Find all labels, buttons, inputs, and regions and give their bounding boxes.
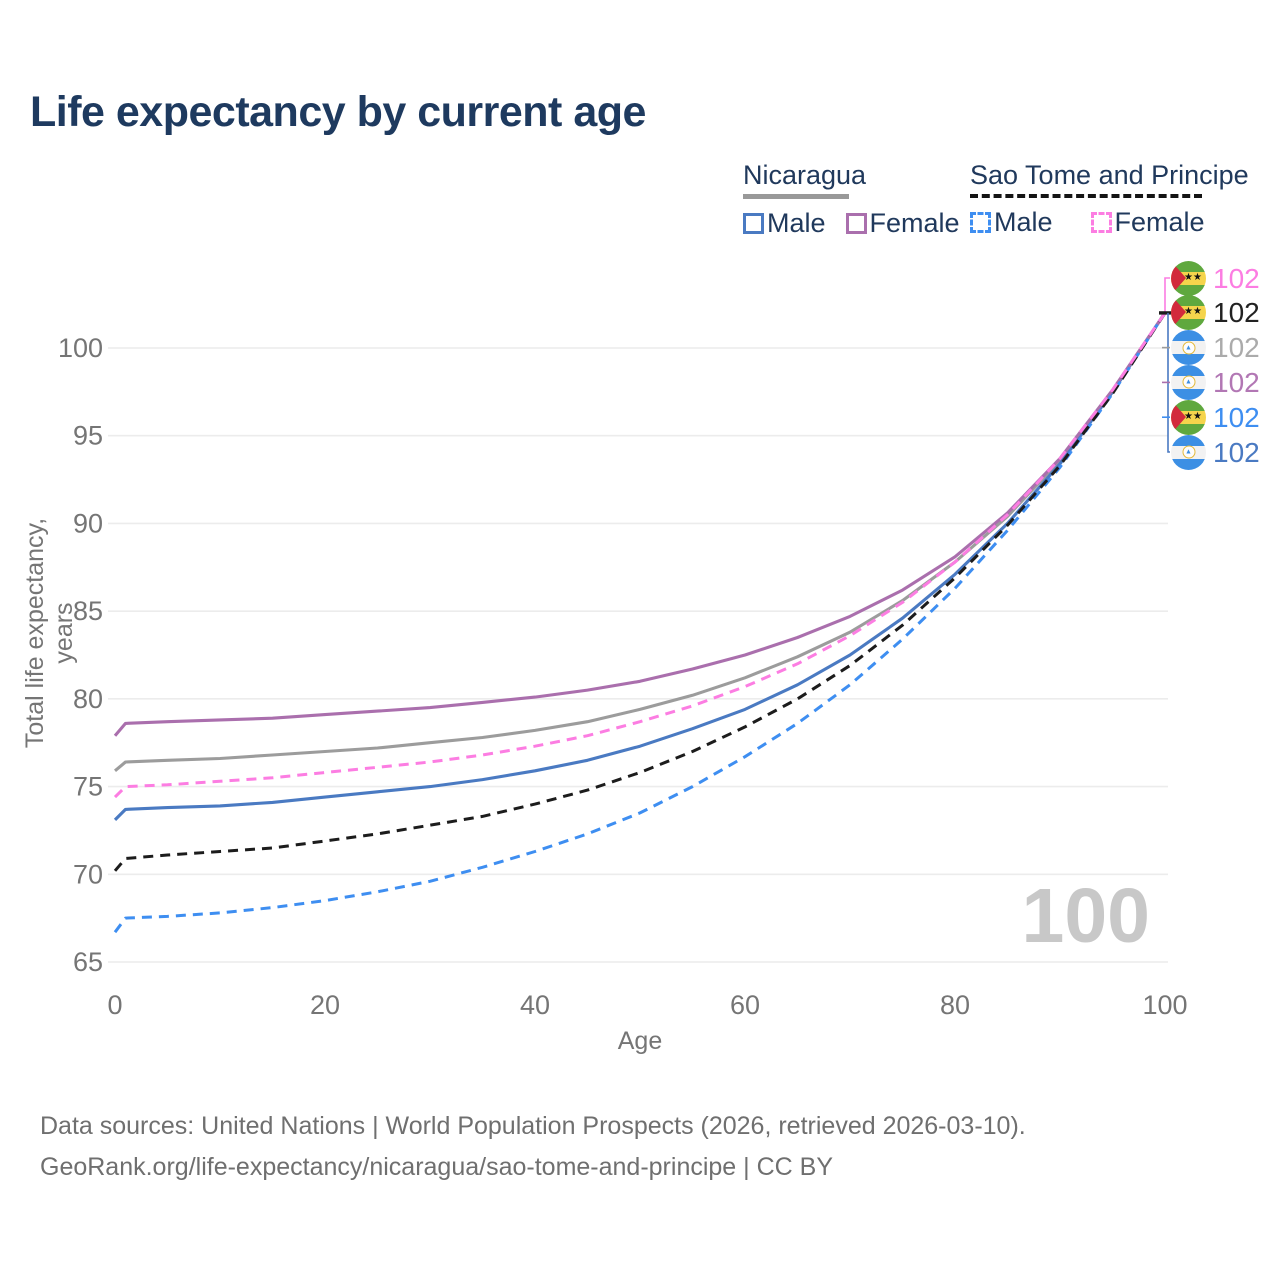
y-tick-label: 85: [73, 596, 103, 626]
x-tick-label: 40: [520, 990, 550, 1020]
y-tick-label: 70: [73, 859, 103, 889]
end-value-st-total: 102: [1213, 297, 1260, 329]
end-value-ni-male: 102: [1213, 436, 1260, 468]
x-tick-label: 0: [107, 990, 122, 1020]
leader-line: [1167, 312, 1170, 453]
legend-header-nicaragua: Nicaragua: [743, 160, 867, 190]
series-line-ni-female: [113, 312, 1167, 737]
legend-label: Male: [994, 207, 1053, 237]
series-line-st-total: [113, 312, 1167, 872]
end-value-st-male: 102: [1213, 401, 1260, 433]
nicaragua-flag-icon: [1171, 434, 1206, 470]
legend-item-nicaragua-male[interactable]: Male: [743, 208, 826, 239]
page-title: Life expectancy by current age: [30, 88, 646, 136]
x-tick-label: 80: [940, 990, 970, 1020]
x-tick-label: 60: [730, 990, 760, 1020]
x-tick-label: 100: [1142, 990, 1187, 1020]
end-value-st-female: 102: [1213, 262, 1260, 294]
sao-tome-female-swatch: [1090, 212, 1112, 233]
nicaragua-flag-icon: [1171, 330, 1206, 366]
series-line-st-female: [113, 312, 1167, 799]
legend-item-sao-tome-female[interactable]: Female: [1090, 207, 1205, 238]
footer: Data sources: United Nations | World Pop…: [40, 1106, 1026, 1188]
sao-tome-flag-icon: [1171, 260, 1206, 296]
y-tick-label: 95: [73, 421, 103, 451]
attribution-line: GeoRank.org/life-expectancy/nicaragua/sa…: [40, 1153, 833, 1181]
series-line-ni-total: [114, 312, 1167, 772]
series-line-st-male: [113, 312, 1167, 934]
y-tick-label: 75: [73, 772, 103, 802]
sao-tome-underline-swatch: [970, 194, 1202, 198]
legend-item-sao-tome-male[interactable]: Male: [970, 207, 1053, 238]
sao-tome-flag-icon: [1171, 295, 1206, 331]
nicaragua-flag-icon: [1171, 364, 1206, 400]
leader-line: [1164, 277, 1170, 313]
series-line-ni-male: [113, 312, 1167, 821]
legend-label: Female: [869, 208, 960, 238]
end-value-ni-total: 102: [1213, 332, 1260, 364]
sao-tome-flag-icon: [1171, 399, 1206, 435]
y-tick-label: 100: [58, 333, 103, 363]
legend-label: Male: [767, 208, 826, 238]
nicaragua-female-swatch: [845, 213, 867, 234]
end-value-ni-female: 102: [1213, 366, 1260, 398]
legend-item-nicaragua-female[interactable]: Female: [845, 208, 960, 239]
legend-label: Female: [1114, 207, 1205, 237]
y-tick-label: 65: [73, 947, 103, 977]
sao-tome-male-swatch: [970, 212, 991, 233]
x-axis-title: Age: [617, 1027, 663, 1055]
nicaragua-male-swatch: [743, 213, 764, 234]
data-sources-line: Data sources: United Nations | World Pop…: [40, 1112, 1026, 1140]
age-frame-watermark: 100: [1021, 873, 1150, 959]
x-tick-label: 20: [310, 990, 340, 1020]
legend-header-sao-tome: Sao Tome and Principe: [970, 160, 1249, 190]
nicaragua-underline-swatch: [743, 194, 849, 199]
y-tick-label: 90: [73, 508, 103, 538]
legend-group-nicaragua: Nicaragua Male Female: [743, 160, 960, 239]
legend-group-sao-tome: Sao Tome and Principe Male Female: [970, 160, 1249, 238]
y-tick-label: 80: [73, 684, 103, 714]
